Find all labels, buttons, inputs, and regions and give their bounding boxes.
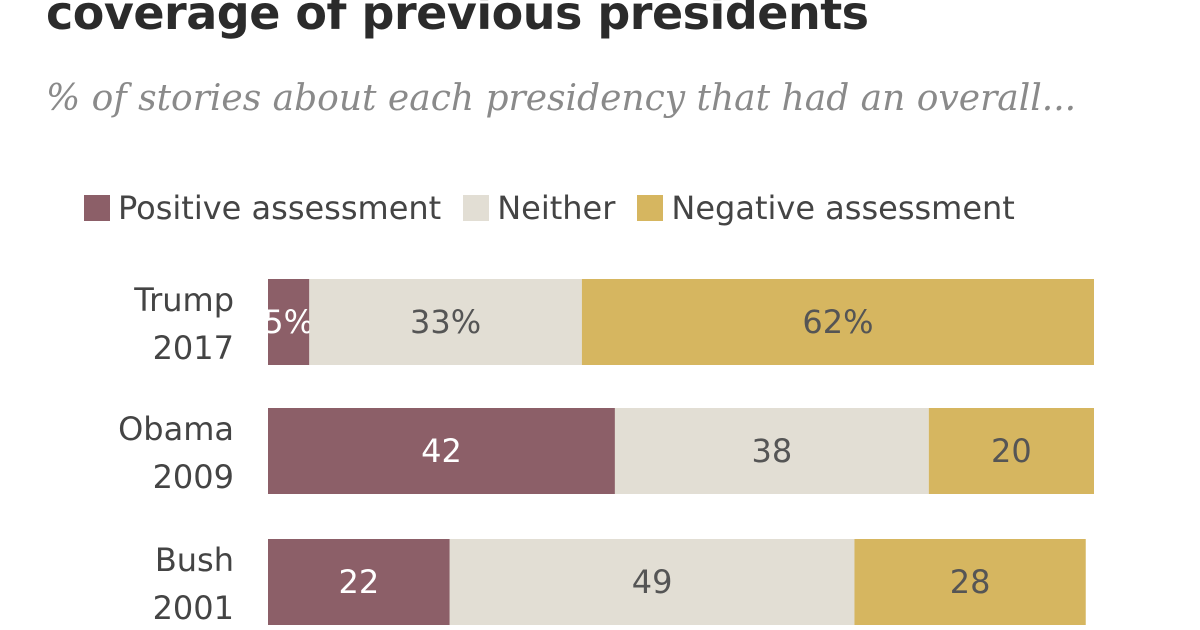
category-year: 2009	[153, 458, 234, 496]
bar-row-bush: Bush 2001 22 49 28	[153, 539, 1086, 627]
category-name: Obama	[118, 410, 234, 448]
category-label: Bush 2001	[153, 541, 234, 627]
legend-label-positive: Positive assessment	[118, 189, 442, 227]
legend-item-neither: Neither	[463, 189, 615, 227]
category-year: 2001	[153, 589, 234, 627]
data-label-positive: 5%	[263, 303, 314, 341]
bar-segment-negative	[928, 408, 1094, 494]
category-label: Trump 2017	[133, 281, 234, 367]
legend-label-neither: Neither	[497, 189, 616, 227]
bar-segment-negative	[581, 279, 1094, 365]
bar-segment-positive	[268, 539, 450, 625]
chart-subtitle: % of stories about each presidency that …	[46, 78, 1077, 119]
bar-segment-positive	[268, 408, 615, 494]
bar-segment-neither	[309, 279, 582, 365]
chart-title: coverage of previous presidents	[46, 0, 869, 40]
bar-segment-negative	[854, 539, 1086, 625]
legend-swatch-negative	[637, 195, 664, 221]
legend-item-positive: Positive assessment	[84, 189, 441, 227]
category-label: Obama 2009	[118, 410, 234, 496]
data-label-negative: 62%	[802, 303, 873, 341]
category-name: Trump	[133, 281, 234, 319]
category-name: Bush	[155, 541, 234, 579]
legend-item-negative: Negative assessment	[637, 189, 1015, 227]
data-label-positive: 42	[421, 432, 462, 470]
legend-swatch-neither	[463, 195, 490, 221]
data-label-neither: 38	[752, 432, 793, 470]
data-label-positive: 22	[339, 563, 380, 601]
data-label-neither: 33%	[410, 303, 481, 341]
bar-segment-neither	[614, 408, 929, 494]
bar-row-obama: Obama 2009 42 38 20	[118, 408, 1094, 496]
category-year: 2017	[153, 329, 234, 367]
legend-swatch-positive	[84, 195, 110, 221]
bar-segment-positive	[268, 279, 310, 365]
legend-label-negative: Negative assessment	[671, 189, 1015, 227]
data-label-negative: 20	[991, 432, 1032, 470]
data-label-neither: 49	[632, 563, 673, 601]
bar-segment-neither	[449, 539, 855, 625]
chart-legend: Positive assessment Neither Negative ass…	[84, 186, 1037, 230]
bar-row-trump: Trump 2017 5% 33% 62%	[133, 279, 1094, 367]
data-label-negative: 28	[950, 563, 991, 601]
